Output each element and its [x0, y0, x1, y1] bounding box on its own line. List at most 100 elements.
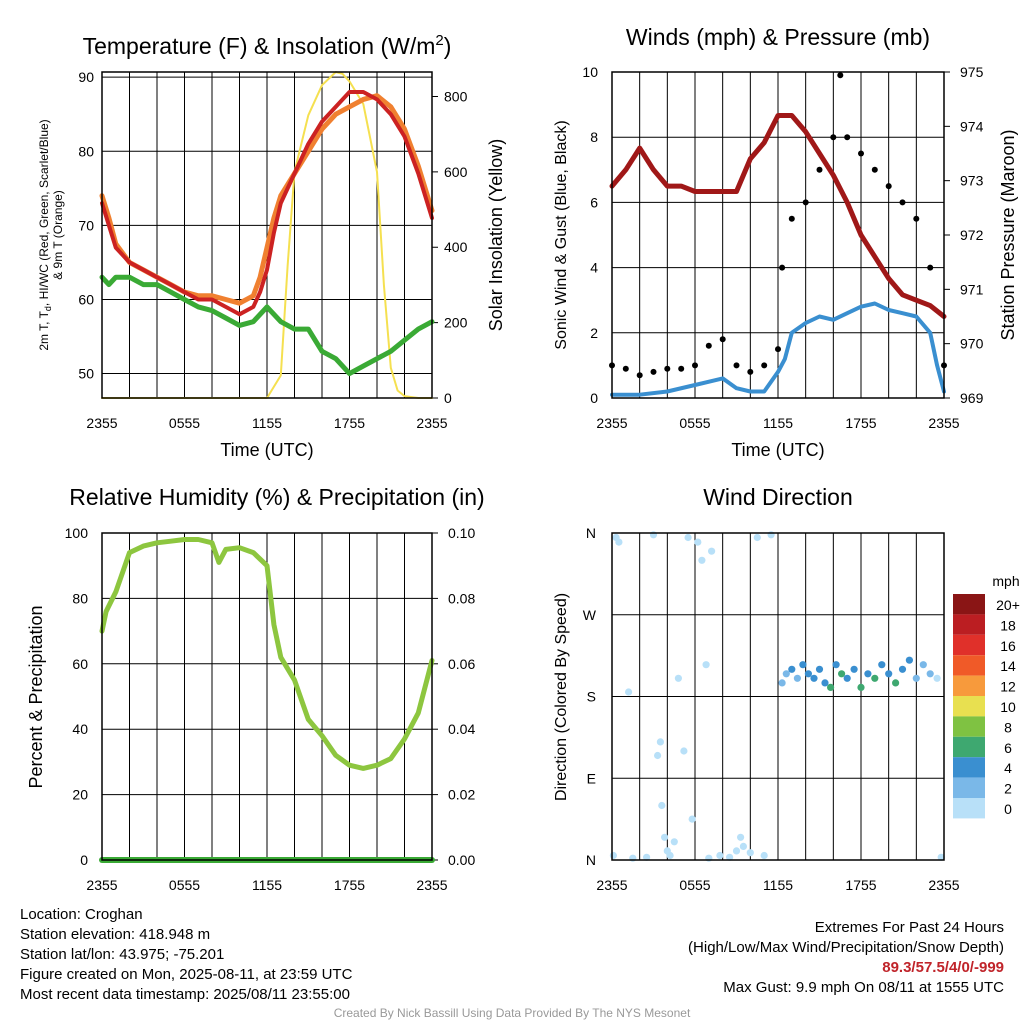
direction-point: [726, 853, 734, 861]
direction-point: [919, 661, 927, 669]
chart-title: Relative Humidity (%) & Precipitation (i…: [69, 484, 484, 510]
colorbar-swatch: [953, 716, 985, 737]
x-tick-label: 2355: [416, 415, 447, 431]
colorbar-swatch: [953, 736, 985, 758]
y-tick-label: 60: [78, 291, 94, 307]
gust-point: [802, 199, 809, 206]
direction-point: [782, 670, 790, 678]
direction-point: [864, 670, 872, 678]
credit-text: Created By Nick Bassill Using Data Provi…: [333, 1006, 691, 1020]
x-tick-label: 1755: [845, 877, 876, 893]
latlon-text: Station lat/lon: 43.975; -75.201: [20, 946, 225, 963]
direction-point: [739, 842, 748, 851]
x-tick-label: 2355: [596, 877, 627, 893]
y-tick-label: 90: [78, 69, 94, 85]
elevation-text: Station elevation: 418.948 m: [20, 926, 211, 943]
direction-point: [810, 674, 818, 682]
y-right-tick-label: 0.08: [448, 590, 475, 606]
colorbar-label: 10: [1000, 699, 1016, 715]
direction-point: [658, 801, 666, 810]
x-tick-label: 0555: [679, 877, 710, 893]
direction-point: [643, 853, 651, 861]
humidity-chart: Relative Humidity (%) & Precipitation (i…: [26, 484, 485, 893]
x-axis-label: Time (UTC): [731, 440, 824, 460]
label-rest: , HI/WC (Red, Green, Scarlet/Blue): [37, 119, 51, 306]
colorbar-label: 16: [1000, 638, 1016, 654]
y-tick-label: E: [587, 770, 596, 786]
location-text: Location: Croghan: [20, 906, 143, 923]
colorbar-swatch: [953, 675, 985, 696]
y-right-tick-label: 970: [960, 336, 984, 352]
direction-point: [832, 661, 840, 669]
dewpoint-line: [99, 274, 435, 377]
gust-point: [927, 264, 934, 271]
created-text: Figure created on Mon, 2025-08-11, at 23…: [20, 966, 353, 983]
y-tick-label: 20: [72, 787, 88, 803]
direction-point: [654, 751, 662, 760]
y-right-tick-label: 600: [444, 164, 468, 180]
max-gust-text: Max Gust: 9.9 mph On 08/11 at 1555 UTC: [723, 979, 1004, 996]
x-tick-label: 2355: [596, 415, 627, 431]
gust-point: [761, 362, 768, 369]
plot-frame: [101, 71, 433, 399]
direction-point: [905, 656, 914, 664]
y-right-tick-label: 200: [444, 315, 468, 331]
direction-point: [708, 547, 716, 555]
y-right-axis-label: Solar Insolation (Yellow): [486, 139, 506, 331]
humidity-line: [99, 537, 435, 771]
direction-point: [615, 538, 623, 546]
gust-point: [622, 365, 629, 372]
y-right-tick-label: 0.06: [448, 656, 475, 672]
colorbar-swatch: [953, 634, 985, 656]
gust-point: [830, 134, 837, 141]
direction-point: [732, 847, 741, 855]
colorbar-label: 20+: [996, 597, 1020, 613]
direction-point: [702, 661, 710, 669]
direction-point: [694, 538, 702, 546]
y-tick-label: 10: [582, 64, 598, 80]
y-right-tick-label: 973: [960, 173, 984, 189]
x-tick-label: 2355: [928, 877, 959, 893]
x-tick-label: 1755: [334, 415, 365, 431]
colorbar-label: 2: [1004, 781, 1012, 797]
direction-point: [912, 674, 920, 682]
station-info: Location: Croghan Station elevation: 418…: [20, 905, 352, 1005]
direction-point: [778, 679, 786, 687]
direction-point: [788, 665, 796, 673]
colorbar-title: mph: [992, 573, 1019, 589]
y-axis-label: 2m T, Td, HI/WC (Red, Green, Scarlet/Blu…: [37, 119, 53, 350]
y-tick-label: 80: [78, 143, 94, 159]
x-tick-label: 1155: [763, 415, 793, 431]
direction-point: [737, 833, 745, 841]
gust-point: [650, 368, 657, 375]
y-tick-label: 8: [590, 129, 598, 145]
colorbar-swatch: [953, 614, 985, 635]
y-right-tick-label: 400: [444, 239, 468, 255]
chart-title: Wind Direction: [703, 484, 853, 510]
direction-point: [609, 851, 618, 860]
gust-point: [871, 166, 878, 173]
x-tick-label: 0555: [169, 877, 200, 893]
y-right-tick-label: 0.04: [448, 721, 475, 737]
direction-point: [674, 674, 683, 682]
direction-point: [838, 670, 846, 678]
direction-point: [698, 556, 706, 564]
direction-point: [821, 679, 829, 687]
direction-point: [716, 851, 724, 860]
direction-point: [815, 665, 824, 673]
extremes-info: Extremes For Past 24 Hours (High/Low/Max…: [688, 918, 1004, 998]
subscript: d: [43, 306, 53, 311]
colorbar-swatch: [953, 696, 985, 717]
colorbar-swatch: [953, 655, 985, 676]
colorbar-swatch: [953, 777, 985, 798]
gust-point: [719, 336, 726, 343]
y-axis-label: Percent & Precipitation: [26, 605, 46, 788]
y-axis-label-line2: & 9m T (Orange): [51, 190, 65, 280]
x-tick-label: 1155: [252, 877, 282, 893]
y-tick-label: 40: [72, 721, 88, 737]
gust-point: [733, 362, 740, 369]
direction-point: [878, 661, 886, 669]
y-tick-label: 100: [65, 525, 89, 541]
colorbar-swatch: [953, 798, 985, 819]
direction-point: [625, 688, 633, 696]
